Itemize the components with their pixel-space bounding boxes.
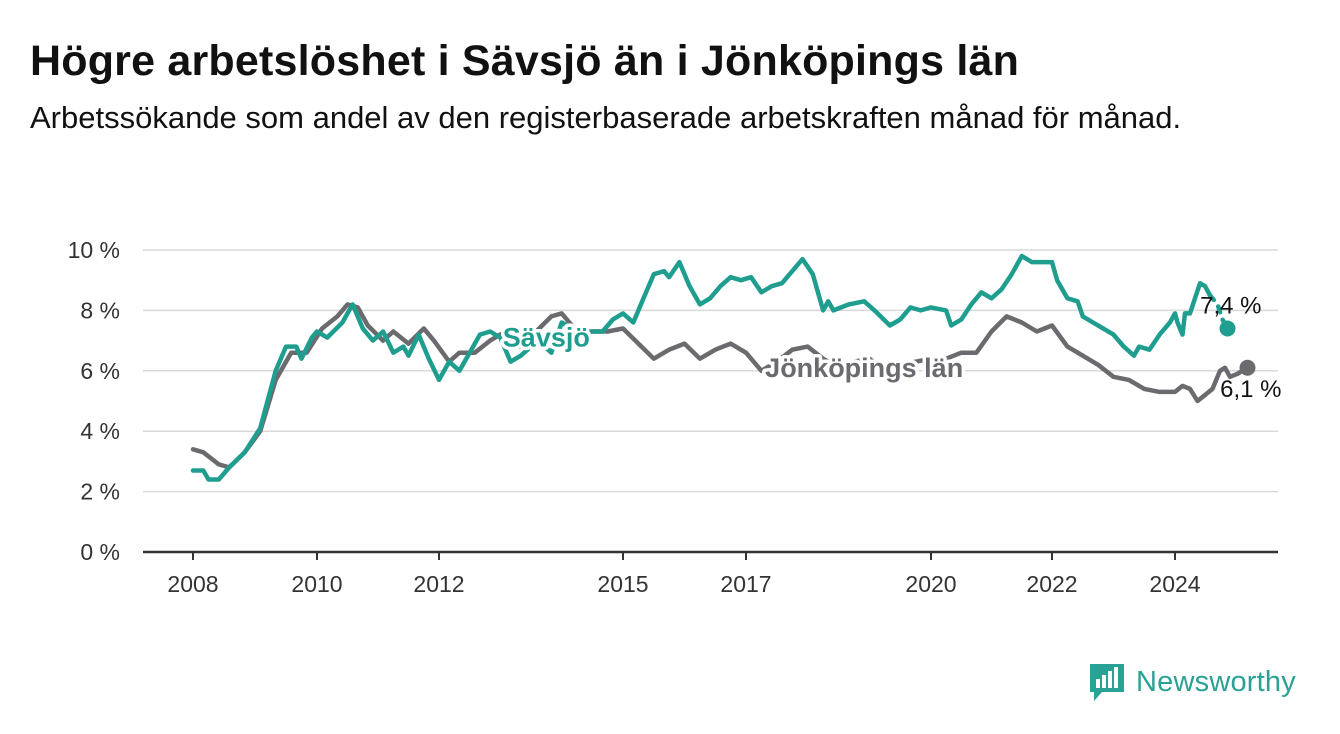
gridlines bbox=[143, 249, 1278, 554]
y-tick-label: 0 % bbox=[80, 539, 120, 565]
y-tick-label: 6 % bbox=[80, 358, 120, 384]
end-value-label-jonkopings-lan: 6,1 % bbox=[1220, 376, 1281, 403]
series-line-savsjo bbox=[190, 253, 1213, 482]
y-tick-label: 8 % bbox=[80, 297, 120, 323]
chart-title: Högre arbetslöshet i Sävsjö än i Jönköpi… bbox=[30, 37, 1020, 85]
x-tick-label: 2008 bbox=[167, 571, 218, 597]
y-tick-label: 2 % bbox=[80, 479, 120, 505]
series-label-jonkopings-lan: Jönköpings län bbox=[765, 353, 963, 383]
endpoint-marker-jonkopings-lan bbox=[1239, 359, 1256, 376]
x-tick-label: 2024 bbox=[1149, 571, 1200, 597]
x-tick-label: 2010 bbox=[291, 571, 342, 597]
series-line-jonkopings-lan bbox=[190, 302, 1250, 470]
series-lines bbox=[190, 253, 1256, 482]
series-label-savsjo: Sävsjö bbox=[503, 323, 590, 353]
x-tick-label: 2022 bbox=[1026, 571, 1077, 597]
end-value-label-savsjo: 7,4 % bbox=[1200, 293, 1261, 320]
brand-name: Newsworthy bbox=[1136, 665, 1296, 698]
bar-chart-icon bbox=[1090, 664, 1124, 701]
x-tick-label: 2017 bbox=[720, 571, 771, 597]
y-tick-label: 4 % bbox=[80, 418, 120, 444]
x-tick-label: 2020 bbox=[905, 571, 956, 597]
x-tick-label: 2015 bbox=[597, 571, 648, 597]
endpoint-marker-savsjo bbox=[1219, 320, 1236, 337]
y-axis-ticks: 0 % 2 % 4 % 6 % 8 % 10 % bbox=[68, 237, 120, 565]
x-tick-label: 2012 bbox=[413, 571, 464, 597]
x-axis-ticks: 2008 2010 2012 2015 2017 2020 2022 2024 bbox=[167, 552, 1201, 597]
series-labels: 6,1 % 7,4 % Sävsjö Jönköpings län bbox=[499, 293, 1281, 403]
chart-subtitle: Arbetssökande som andel av den registerb… bbox=[30, 100, 1182, 135]
newsworthy-logo: Newsworthy bbox=[1088, 660, 1296, 704]
y-tick-label: 10 % bbox=[68, 237, 120, 263]
